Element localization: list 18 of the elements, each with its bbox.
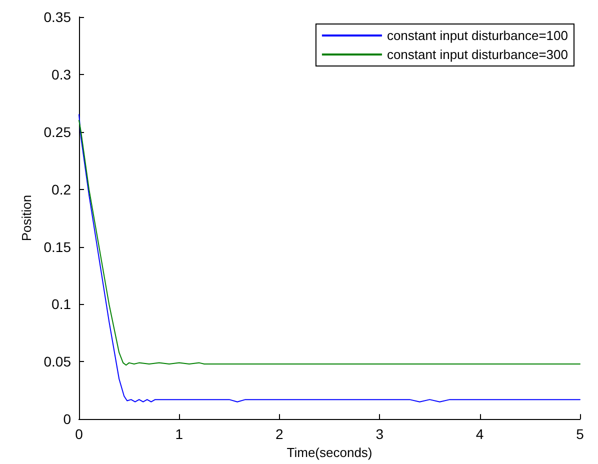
y-tick-label: 0.25 bbox=[44, 124, 72, 140]
y-tick-label: 0 bbox=[63, 411, 72, 428]
y-tick-label: 0.2 bbox=[52, 181, 72, 198]
x-tick-label: 1 bbox=[175, 426, 184, 442]
x-tick-label: 2 bbox=[276, 426, 284, 442]
legend-label: constant input disturbance=100 bbox=[386, 28, 568, 43]
y-tick-label: 0.1 bbox=[52, 296, 72, 312]
x-tick-label: 0 bbox=[75, 426, 84, 442]
x-axis-title: Time(seconds) bbox=[286, 445, 372, 460]
y-axis-title: Position bbox=[18, 194, 34, 242]
x-tick-label: 3 bbox=[376, 426, 384, 442]
x-tick-label: 4 bbox=[476, 426, 484, 442]
y-tick-label: 0.35 bbox=[44, 9, 72, 25]
x-tick-label: 5 bbox=[576, 426, 584, 442]
legend-label: constant input disturbance=300 bbox=[386, 47, 568, 62]
y-tick-label: 0.15 bbox=[44, 238, 72, 255]
y-tick-label: 0.05 bbox=[44, 354, 72, 370]
y-tick-label: 0.3 bbox=[52, 66, 72, 82]
